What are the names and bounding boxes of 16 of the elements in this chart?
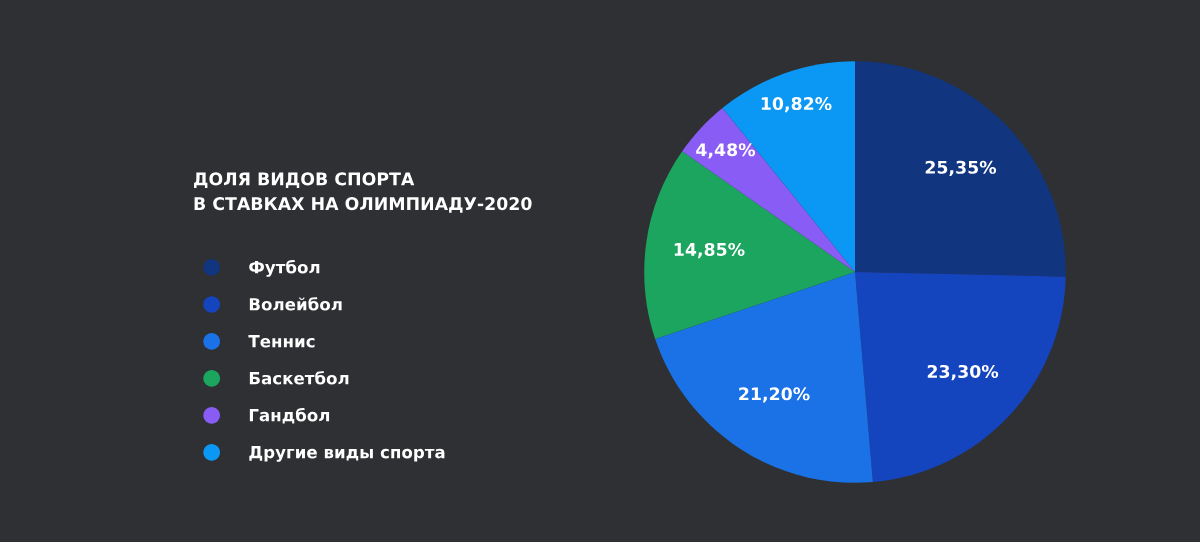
data-label: 14,85% [674, 242, 745, 259]
legend-label: Другие виды спорта [249, 446, 445, 462]
data-label: 4,48% [696, 143, 756, 159]
pie-slice [655, 272, 873, 483]
pie-slice [855, 272, 1066, 483]
legend-label: Волейбол [249, 297, 342, 311]
legend-label: Гандбол [249, 407, 330, 424]
text: ДОЛЯ ВИДОВ СПОРТА В СТАВКАХ НА ОЛИМПИАДУ-2020 [194, 172, 532, 213]
data-label: 23,30% [927, 364, 999, 381]
pie-slice [855, 61, 1066, 277]
data-label: 25,35% [925, 160, 997, 177]
legend-label: Баскетбол [249, 371, 349, 385]
legend-label: Футбол [249, 260, 320, 277]
data-label: 10,82% [761, 96, 832, 113]
data-label: 21,20% [739, 387, 810, 403]
legend-label: Теннис [248, 335, 315, 348]
